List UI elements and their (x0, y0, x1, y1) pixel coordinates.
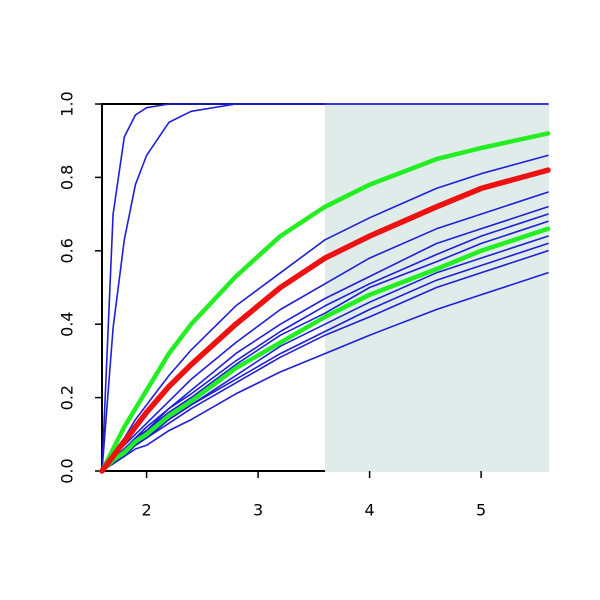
curve (101, 103, 549, 472)
y-tick-label: 0.4 (58, 311, 77, 336)
y-tick-label: 0.0 (58, 458, 77, 483)
x-tick-label: 5 (476, 501, 486, 520)
curve (99, 167, 551, 474)
x-tick-label: 2 (142, 501, 152, 520)
y-tick-label: 0.8 (58, 165, 77, 190)
x-tick-label: 4 (365, 501, 375, 520)
y-tick-label: 0.6 (58, 238, 77, 263)
curve (99, 131, 551, 474)
y-tick-label: 0.2 (58, 385, 77, 410)
x-tick-label: 3 (253, 501, 263, 520)
curve (101, 271, 549, 472)
curve (99, 226, 551, 474)
y-tick-label: 1.0 (58, 91, 77, 116)
